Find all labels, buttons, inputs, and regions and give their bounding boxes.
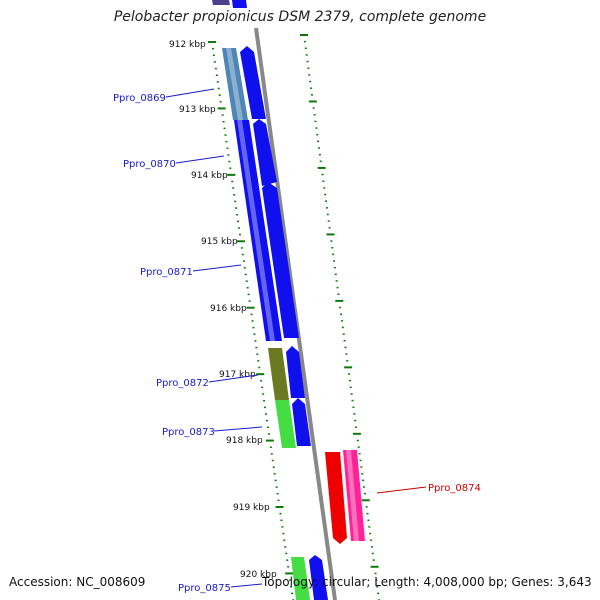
gene-label-lines	[165, 88, 263, 588]
accession-text: Accession: NC_008609	[9, 575, 146, 589]
tick-track-right	[300, 34, 380, 600]
gene-ppro0875[interactable]	[291, 557, 310, 600]
gene-label-ppro0874[interactable]: Ppro_0874	[428, 483, 481, 494]
gene-ppro0873[interactable]	[275, 400, 296, 448]
gene-ppro0869[interactable]	[222, 48, 248, 120]
kbp-label: 914 kbp	[191, 171, 228, 181]
kbp-labels: 912 kbp 913 kbp 914 kbp 915 kbp 916 kbp …	[169, 40, 277, 580]
gene-label[interactable]: Ppro_0871	[140, 267, 193, 278]
gene-label[interactable]: Ppro_0869	[113, 93, 166, 104]
kbp-label: 917 kbp	[219, 370, 256, 380]
gene-block[interactable]	[286, 346, 305, 398]
kbp-label: 920 kbp	[240, 570, 277, 580]
gene-block[interactable]	[212, 0, 230, 5]
gene-label[interactable]: Ppro_0873	[162, 427, 215, 438]
gene-label[interactable]: Ppro_0870	[123, 159, 176, 170]
gene-block[interactable]	[343, 450, 365, 541]
gene-label[interactable]: Ppro_0875	[178, 583, 231, 594]
topology-text: Topology: circular; Length: 4,008,000 bp…	[262, 575, 592, 589]
tick-track-left	[208, 41, 294, 600]
gene-ppro0874[interactable]	[325, 452, 347, 544]
gene-ppro0870[interactable]	[234, 120, 282, 341]
gene-sheen	[226, 48, 359, 541]
gene-block[interactable]	[240, 46, 266, 119]
gene-labels: Ppro_0869 Ppro_0870 Ppro_0871 Ppro_0872 …	[113, 93, 231, 594]
gene-block[interactable]	[262, 182, 299, 338]
gene-blocks	[212, 0, 365, 600]
kbp-label: 918 kbp	[226, 436, 263, 446]
gene-label[interactable]: Ppro_0872	[156, 378, 209, 389]
gene-ppro0872[interactable]	[268, 348, 289, 400]
kbp-label: 916 kbp	[210, 304, 247, 314]
gene-block[interactable]	[253, 119, 277, 186]
map-title: Pelobacter propionicus DSM 2379, complet…	[113, 9, 487, 25]
kbp-label: 915 kbp	[201, 237, 238, 247]
backbone-line	[254, 27, 337, 600]
kbp-label: 912 kbp	[169, 40, 206, 50]
gene-block[interactable]	[232, 0, 247, 8]
kbp-label: 913 kbp	[179, 105, 216, 115]
gene-block[interactable]	[292, 398, 311, 446]
kbp-label: 919 kbp	[233, 503, 270, 513]
gene-label-line-ppro0874	[376, 486, 427, 494]
gene-block[interactable]	[309, 555, 328, 600]
